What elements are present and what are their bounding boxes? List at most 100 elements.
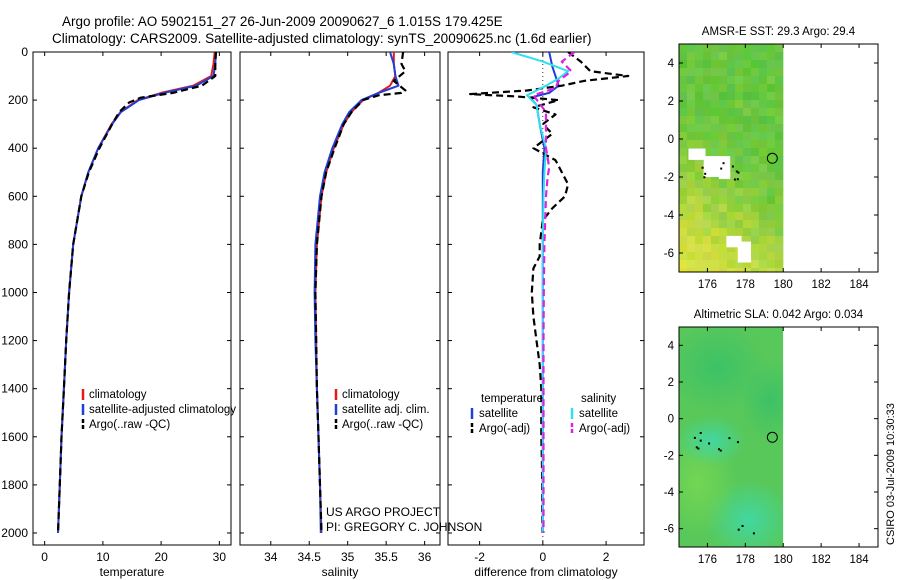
sst-cell [759,220,768,229]
coastline-speck [728,437,731,440]
sst-cell [703,244,712,253]
sst-cell [679,220,688,229]
sst-cell [743,228,752,237]
sst-cell [743,100,752,109]
sst-cell [703,100,712,109]
sst-cell [727,44,736,53]
temperature-axes-frame [32,51,232,546]
sst-cell [679,268,688,272]
salinity-xtick-label: 35.5 [374,550,398,564]
sst-cell [719,196,728,205]
sst-cell [703,236,712,245]
sst-cell [695,196,704,205]
sst-cell [759,84,768,93]
sst-cell [783,100,784,109]
sst-cell [743,204,752,213]
sst-cell [727,148,736,157]
sst-cell [759,116,768,125]
coastline-speck [737,171,740,174]
sst-cell [735,52,744,61]
sst-cell [775,68,784,77]
sst-cell [751,148,760,157]
sst-cell [743,148,752,157]
sst-cell [767,148,776,157]
sst-cell [767,132,776,141]
sst-cell [695,124,704,133]
sst-cell [759,60,768,69]
coastline-speck [708,442,711,445]
sst-cell [759,76,768,85]
difference-axes-frame [447,51,645,546]
sst-cell [775,84,784,93]
sst-cell [751,220,760,229]
sst-cell [703,260,712,269]
sst-cell [743,220,752,229]
sst-cell [775,244,784,253]
salinity-legend-label: satellite adj. clim. [342,404,430,416]
sla-anomaly-blob [739,360,784,441]
sst-cell [687,156,696,165]
sst-cell [719,68,728,77]
sst-cell [751,244,760,253]
sst-cell [759,124,768,133]
sst-cell [695,68,704,77]
sst-cell [711,76,720,85]
sst-cell [775,180,784,189]
sla-anomaly-blob [679,415,747,466]
depth-tick-label: 1200 [1,334,28,348]
sst-cell [711,244,720,253]
sla_map-xtick-label: 184 [849,554,869,566]
sst-cell [703,116,712,125]
sst-cell [783,212,784,221]
coastline-speck [735,170,738,173]
sst-cell [735,196,744,205]
sst-cell [743,44,752,53]
sst-cell [679,108,688,117]
sst-cell [751,100,760,109]
depth-tick-label: 1400 [1,382,28,396]
sst-cell [679,196,688,205]
sst-cell [695,244,704,253]
sst-missing-patch [726,235,742,248]
sst-cell [751,196,760,205]
sst-cell [719,260,728,269]
sst-cell [775,116,784,125]
sst-cell [727,212,736,221]
sst-cell [687,196,696,205]
sst-cell [727,68,736,77]
sst-cell [703,204,712,213]
sst-map-panel: AMSR-E SST: 29.3 Argo: 29.4 176 178 180 182 1… [664,26,879,291]
sst-cell [783,228,784,237]
sst_map-ytick-label: 2 [668,96,674,108]
sst-cell [743,268,752,272]
salinity-legend-label: climatology [342,389,400,401]
sst-cell [735,268,744,272]
sst-cell [679,116,688,125]
sst-cell [783,84,784,93]
sst-cell [767,60,776,69]
sst-cell [727,188,736,197]
sst-cell [679,180,688,189]
sst-cell [719,76,728,85]
sst-cell [687,172,696,181]
sst-cell [783,180,784,189]
sst-cell [783,156,784,165]
sla_map-xtick-label: 182 [812,554,831,566]
sst-cell [727,180,736,189]
sst-cell [767,164,776,173]
sst-cell [743,116,752,125]
sst-cell [711,84,720,93]
coastline-speck [701,166,704,169]
sst-cell [759,100,768,109]
sst-cell [743,52,752,61]
sst-cell [751,164,760,173]
temperature-series-argo-raw-qc- [56,52,217,534]
sst-cell [687,52,696,61]
sst-cell [775,236,784,245]
salinity-legend-label: Argo(..raw -QC) [342,419,423,431]
sst-cell [687,124,696,133]
sst-cell [687,164,696,173]
sst-cell [759,148,768,157]
sst-cell [727,260,736,269]
sst-cell [703,148,712,157]
